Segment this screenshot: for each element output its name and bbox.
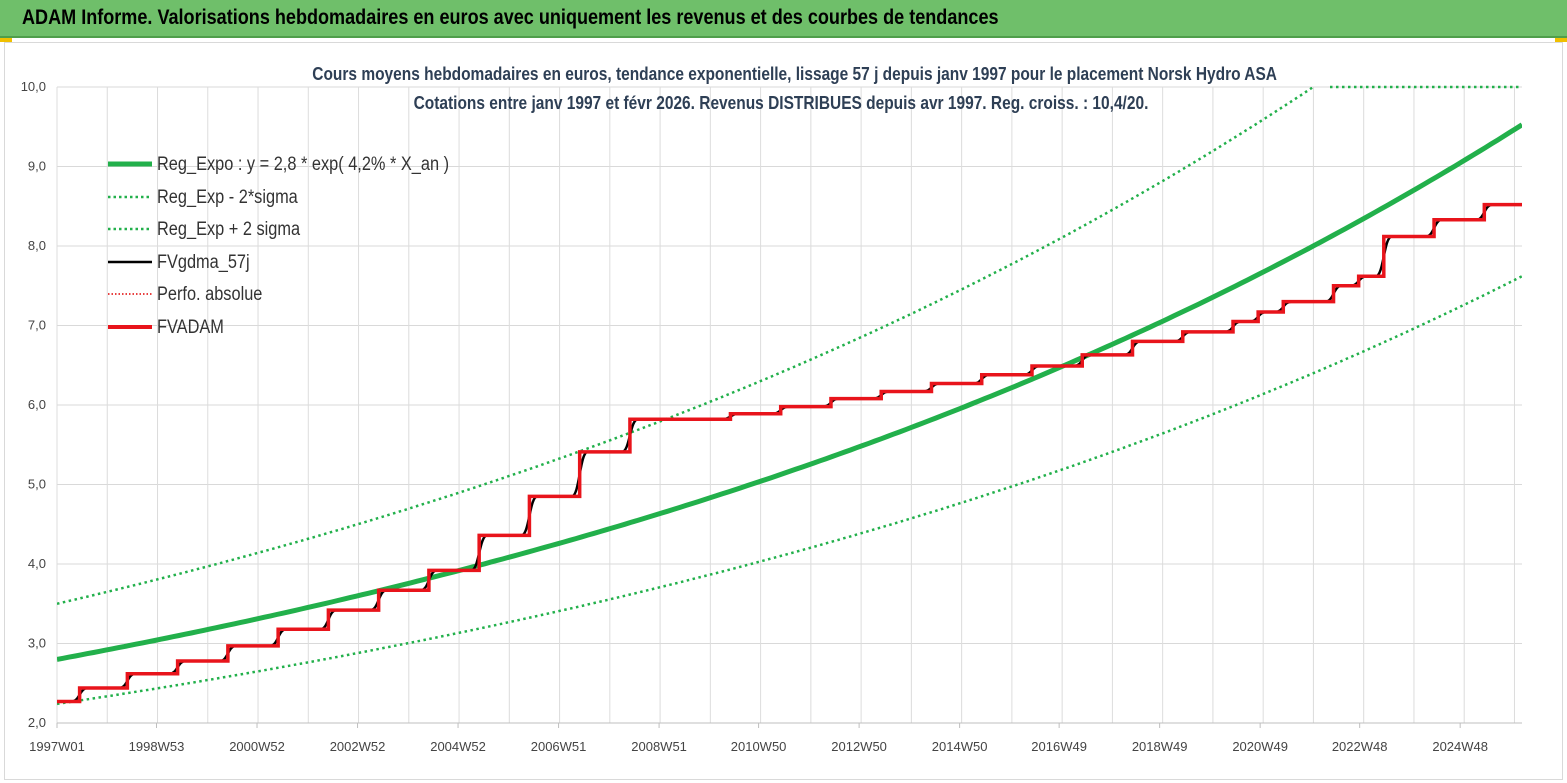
- report-banner: ADAM Informe. Valorisations hebdomadaire…: [0, 0, 1567, 38]
- x-tick-label: 2016W49: [1031, 739, 1087, 754]
- y-tick-label: 4,0: [28, 556, 46, 571]
- legend-swatch-reg-exp-plus: [108, 227, 152, 231]
- x-tick-label: 1998W53: [129, 739, 185, 754]
- x-tick-label: 2022W48: [1332, 739, 1388, 754]
- legend-label-fvgdma: FVgdma_57j: [157, 251, 250, 273]
- y-tick-label: 10,0: [21, 79, 46, 94]
- legend-swatch-fvadam: [108, 324, 152, 329]
- x-tick-label: 2018W49: [1132, 739, 1188, 754]
- y-tick-label: 5,0: [28, 477, 46, 492]
- x-tick-label: 2020W49: [1232, 739, 1288, 754]
- legend-label-reg-exp-plus: Reg_Exp + 2 sigma: [157, 219, 301, 240]
- x-tick-label: 2012W50: [831, 739, 887, 754]
- legend-swatch-reg-exp-minus: [108, 195, 152, 198]
- y-tick-label: 7,0: [28, 318, 46, 333]
- y-tick-label: 6,0: [28, 397, 46, 412]
- x-tick-label: 2008W51: [631, 739, 687, 754]
- x-tick-label: 1997W01: [29, 739, 85, 754]
- y-tick-label: 9,0: [28, 159, 46, 174]
- x-tick-label: 2010W50: [731, 739, 787, 754]
- x-tick-label: 2014W50: [932, 739, 988, 754]
- legend-swatch-fvgdma: [108, 260, 152, 263]
- chart-frame: [4, 42, 1563, 780]
- legend-label-perfo: Perfo. absolue: [157, 284, 263, 305]
- series-line-reg-exp-minus: [57, 275, 1522, 706]
- y-tick-label: 2,0: [28, 715, 46, 730]
- chart-subtitle: Cotations entre janv 1997 et févr 2026. …: [413, 93, 1149, 113]
- report-title: ADAM Informe. Valorisations hebdomadaire…: [22, 6, 999, 29]
- series-line-reg-exp-plus: [57, 87, 1316, 606]
- x-tick-label: 2006W51: [531, 739, 587, 754]
- legend-label-reg-exp-minus: Reg_Exp - 2*sigma: [157, 186, 298, 208]
- corner-mark-tr: [1555, 38, 1567, 42]
- legend-label-reg-expo: Reg_Expo : y = 2,8 * exp( 4,2% * X_an ): [157, 154, 450, 175]
- corner-mark-tl: [0, 38, 12, 42]
- series-line-reg-expo: [57, 122, 1522, 662]
- legend-swatch-reg-expo: [108, 161, 152, 167]
- x-tick-label: 2002W52: [330, 739, 386, 754]
- legend-label-fvadam: FVADAM: [157, 316, 224, 338]
- y-tick-label: 8,0: [28, 238, 46, 253]
- y-tick-label: 3,0: [28, 636, 46, 651]
- series-line-fvadam: [57, 202, 1522, 704]
- series-line-fvgdma: [57, 203, 1522, 703]
- legend-swatch-perfo: [108, 293, 152, 295]
- x-tick-label: 2024W48: [1432, 739, 1488, 754]
- x-tick-label: 2004W52: [430, 739, 486, 754]
- chart-title: Cours moyens hebdomadaires en euros, ten…: [312, 64, 1277, 84]
- x-tick-label: 2000W52: [229, 739, 285, 754]
